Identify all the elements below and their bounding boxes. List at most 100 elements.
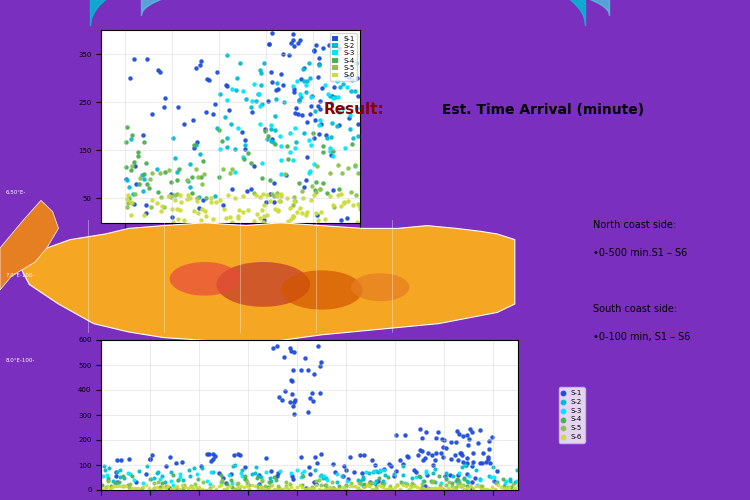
S-4	[134, 180, 146, 188]
S-3	[499, 480, 511, 488]
S-3	[128, 476, 140, 484]
S-5	[506, 480, 518, 488]
S-1	[446, 438, 458, 446]
S-5	[287, 194, 299, 202]
S-1	[239, 145, 251, 153]
S-1	[110, 456, 122, 464]
S-1	[490, 467, 502, 475]
S-3	[303, 136, 315, 144]
S-3	[236, 472, 248, 480]
S-6	[324, 192, 336, 200]
S-1	[217, 474, 229, 482]
S-3	[289, 124, 301, 132]
S-1	[310, 41, 322, 49]
S-6	[123, 486, 135, 494]
S-2	[111, 468, 123, 475]
S-6	[100, 482, 112, 490]
S-6	[484, 486, 496, 494]
S-1	[196, 196, 208, 204]
S-2	[337, 104, 349, 112]
S-5	[230, 484, 242, 492]
S-1	[358, 482, 370, 490]
S-4	[433, 472, 445, 480]
S-4	[117, 472, 129, 480]
S-2	[414, 473, 426, 481]
S-5	[232, 479, 244, 487]
S-6	[456, 482, 468, 490]
S-1	[430, 448, 442, 456]
S-6	[386, 484, 398, 492]
S-6	[354, 204, 366, 212]
S-6	[257, 201, 269, 209]
S-6	[369, 484, 381, 492]
S-1	[266, 78, 278, 86]
S-1	[266, 134, 278, 142]
S-4	[128, 158, 140, 166]
S-5	[189, 480, 201, 488]
S-1	[158, 94, 170, 102]
S-3	[145, 476, 157, 484]
S-3	[111, 479, 123, 487]
S-2	[255, 81, 267, 89]
S-6	[104, 485, 116, 493]
S-6	[445, 486, 457, 494]
S-2	[102, 474, 114, 482]
S-6	[207, 482, 219, 490]
S-6	[285, 483, 297, 491]
S-6	[280, 483, 292, 491]
S-2	[254, 66, 266, 74]
S-3	[237, 152, 249, 160]
S-1	[176, 458, 188, 466]
S-6	[169, 196, 181, 204]
S-6	[374, 482, 386, 490]
S-6	[464, 482, 476, 490]
S-6	[264, 198, 276, 205]
S-2	[170, 168, 182, 176]
S-2	[317, 474, 329, 482]
S-4	[102, 476, 114, 484]
S-6	[184, 194, 196, 202]
S-6	[157, 484, 169, 492]
S-1	[461, 470, 473, 478]
S-1	[430, 434, 442, 442]
S-6	[355, 486, 367, 494]
S-1	[436, 443, 448, 451]
S-6	[196, 205, 208, 213]
S-4	[458, 475, 470, 483]
S-1	[140, 209, 152, 217]
S-6	[287, 213, 299, 221]
S-1	[304, 394, 316, 402]
S-5	[426, 478, 438, 486]
S-6	[442, 484, 454, 492]
S-4	[196, 157, 208, 165]
S-6	[155, 207, 167, 215]
S-2	[298, 128, 310, 136]
S-1	[292, 39, 304, 47]
S-2	[447, 472, 459, 480]
S-6	[237, 208, 249, 216]
S-5	[190, 165, 202, 173]
S-5	[266, 190, 278, 198]
S-2	[256, 100, 268, 108]
S-2	[353, 477, 365, 485]
S-1	[422, 448, 434, 456]
S-6	[151, 483, 163, 491]
S-2	[250, 96, 262, 104]
S-3	[365, 479, 377, 487]
Text: 6.50°E-: 6.50°E-	[6, 190, 26, 194]
S-5	[446, 482, 458, 490]
S-5	[313, 476, 325, 484]
S-3	[226, 85, 238, 93]
S-1	[253, 480, 265, 488]
S-4	[413, 472, 424, 480]
S-2	[148, 474, 160, 482]
S-6	[319, 486, 331, 494]
S-4	[382, 473, 394, 481]
S-2	[209, 192, 221, 200]
S-2	[503, 478, 515, 486]
S-6	[271, 192, 283, 200]
S-6	[335, 202, 347, 210]
S-3	[327, 152, 339, 160]
S-5	[268, 192, 280, 200]
S-6	[174, 206, 186, 214]
